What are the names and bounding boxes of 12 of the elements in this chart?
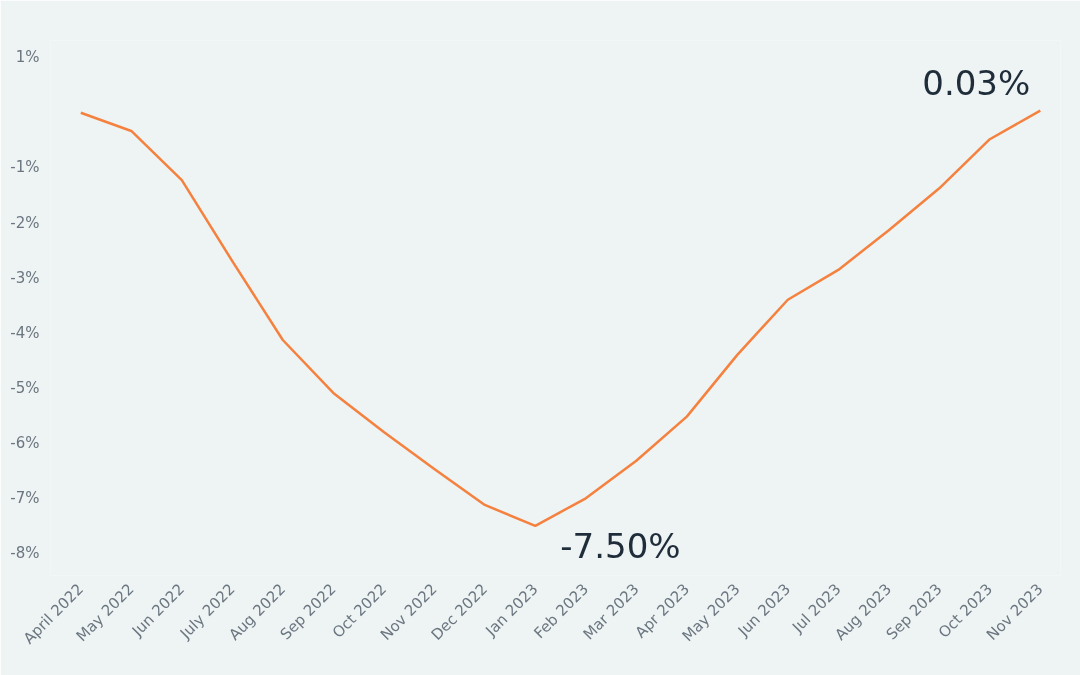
data-label: 0.03% xyxy=(922,62,1031,103)
y-tick-label: -5% xyxy=(10,378,40,397)
y-tick-label: 1% xyxy=(15,48,40,67)
line-series xyxy=(79,109,1042,528)
y-tick-label: -4% xyxy=(10,323,40,342)
y-tick-label: -7% xyxy=(10,489,40,508)
y-tick-label: -2% xyxy=(10,213,40,232)
y-tick-label: -3% xyxy=(10,268,40,287)
y-tick-label: -1% xyxy=(10,158,40,177)
y-tick-label: -6% xyxy=(10,434,40,453)
data-label: -7.50% xyxy=(560,525,681,566)
y-tick-label: -8% xyxy=(10,544,40,563)
